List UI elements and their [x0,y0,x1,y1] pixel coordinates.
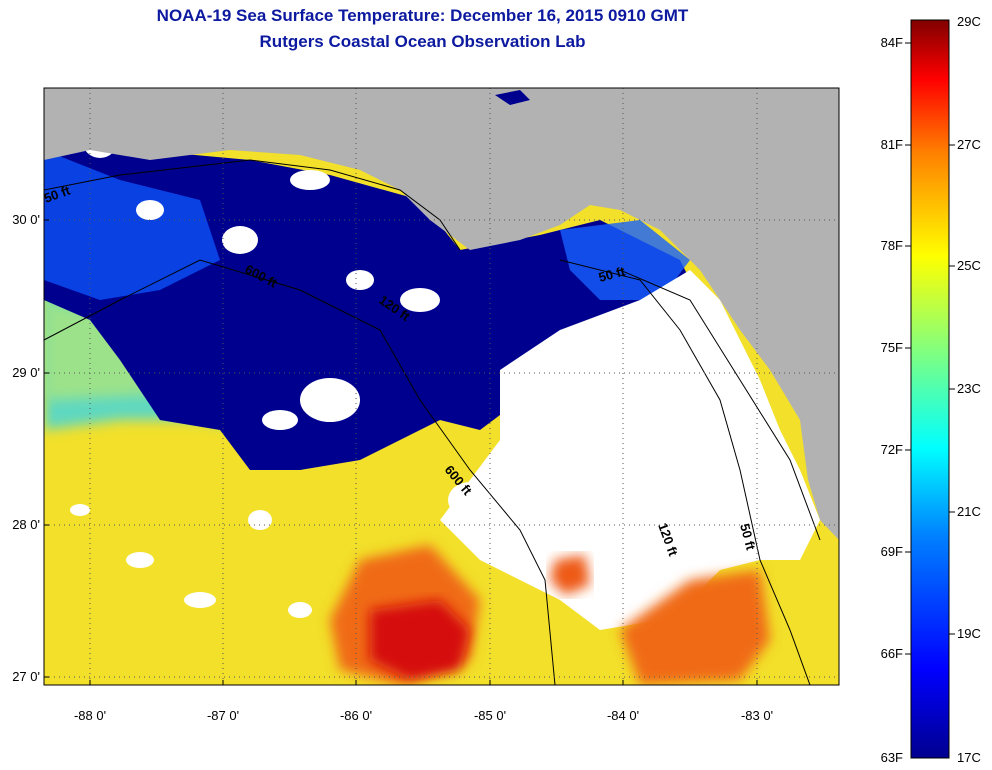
f-label: 69F [881,544,903,559]
c-label: 21C [957,504,981,519]
f-label: 63F [881,750,903,765]
c-label: 29C [957,14,981,29]
cool-water-2 [560,220,690,300]
lon-label: -83 0' [741,708,773,723]
colorbar [910,19,950,759]
f-label: 75F [881,340,903,355]
lon-label: -88 0' [74,708,106,723]
hot-water-east [620,570,770,685]
f-label: 81F [881,137,903,152]
hottest-water [370,600,470,680]
contour-label: 50 ft [737,522,759,552]
contour-label: 50 ft [597,263,627,285]
colorbar-ticks [905,42,955,655]
bay-water [495,90,530,105]
frame-ticks [44,219,758,685]
cloud-cover [440,270,820,630]
lon-label: -87 0' [207,708,239,723]
cool-water [44,150,220,300]
map-area: 50 ft 600 ft 120 ft 600 ft 50 ft 120 ft … [44,88,839,685]
lat-label: 27 0' [12,669,40,684]
f-label: 66F [881,646,903,661]
c-label: 25C [957,258,981,273]
land [44,88,839,540]
lon-label: -86 0' [340,708,372,723]
lon-labels: -88 0' -87 0' -86 0' -85 0' -84 0' -83 0… [74,708,773,723]
lat-label: 29 0' [12,365,40,380]
f-label: 78F [881,238,903,253]
c-label: 23C [957,381,981,396]
lon-label: -84 0' [607,708,639,723]
f-label: 84F [881,35,903,50]
c-label: 19C [957,626,981,641]
hot-water-spot [550,555,590,595]
lat-labels: 30 0' 29 0' 28 0' 27 0' [12,212,40,684]
map-title: NOAA-19 Sea Surface Temperature: Decembe… [156,6,689,25]
map-frame [43,87,840,686]
colorbar-c-labels: 29C 27C 25C 23C 21C 19C 17C [957,14,981,765]
colorbar-f-labels: 84F 81F 78F 75F 72F 69F 66F 63F [881,35,903,765]
map-subtitle: Rutgers Coastal Ocean Observation Lab [259,32,586,51]
lat-label: 28 0' [12,517,40,532]
c-label: 17C [957,750,981,765]
lon-label: -85 0' [474,708,506,723]
c-label: 27C [957,137,981,152]
f-label: 72F [881,442,903,457]
lat-label: 30 0' [12,212,40,227]
